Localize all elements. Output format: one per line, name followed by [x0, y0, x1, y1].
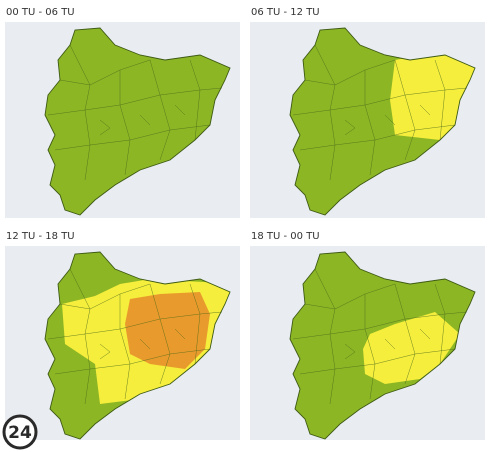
panel: 18 TU - 00 TU [250, 231, 485, 440]
panel-title: 06 TU - 12 TU [251, 7, 320, 18]
region-map [289, 251, 476, 440]
panel: 00 TU - 06 TU [5, 7, 240, 218]
panel-title: 00 TU - 06 TU [6, 7, 75, 18]
logo-text: 24 [8, 423, 32, 443]
panel: 06 TU - 12 TU [250, 7, 485, 218]
panel-title: 18 TU - 00 TU [251, 231, 320, 242]
logo: 24 [2, 414, 38, 450]
panel: 12 TU - 18 TU [5, 231, 240, 440]
panel-title: 12 TU - 18 TU [6, 231, 75, 242]
